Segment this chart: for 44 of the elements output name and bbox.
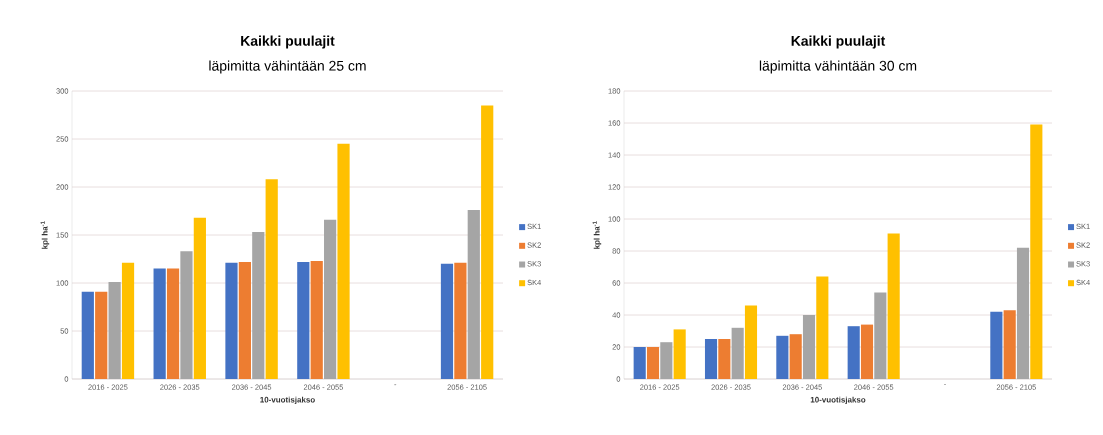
chart-title: Kaikki puulajit (791, 35, 886, 49)
bar (816, 276, 829, 379)
bar (990, 311, 1003, 379)
bar (166, 268, 180, 379)
bar (660, 342, 673, 379)
bar (225, 262, 238, 379)
bar (847, 326, 860, 379)
bar (1003, 310, 1016, 379)
bar (887, 233, 900, 379)
bar (153, 268, 166, 379)
bar (297, 261, 310, 379)
bar (874, 292, 887, 379)
bar (731, 327, 744, 379)
bar (673, 329, 686, 379)
bar (193, 217, 206, 379)
chart-title: Kaikki puulajit (241, 35, 335, 49)
bar (238, 261, 251, 379)
bar (744, 305, 758, 379)
bar (440, 263, 454, 379)
bar (704, 339, 718, 379)
bar (481, 105, 494, 379)
bar (646, 347, 660, 379)
bar (265, 179, 278, 379)
chart-subtitle: läpimitta vähintään 25 cm (209, 60, 366, 74)
bar (1016, 247, 1030, 379)
bar (81, 291, 94, 379)
bar (180, 251, 193, 379)
bar (1030, 124, 1043, 379)
bar (776, 335, 789, 379)
bar (860, 324, 874, 379)
bar (337, 143, 350, 379)
bar (252, 232, 265, 379)
bar (633, 347, 646, 379)
bar (802, 315, 816, 379)
bar (95, 291, 108, 379)
bar (121, 262, 135, 379)
bar (789, 334, 802, 379)
bar (718, 339, 731, 379)
bar (108, 282, 121, 379)
bar (324, 219, 337, 379)
chart-subtitle: läpimitta vähintään 30 cm (759, 60, 917, 74)
bar (454, 262, 467, 379)
bar (467, 210, 480, 379)
bar (310, 260, 323, 379)
